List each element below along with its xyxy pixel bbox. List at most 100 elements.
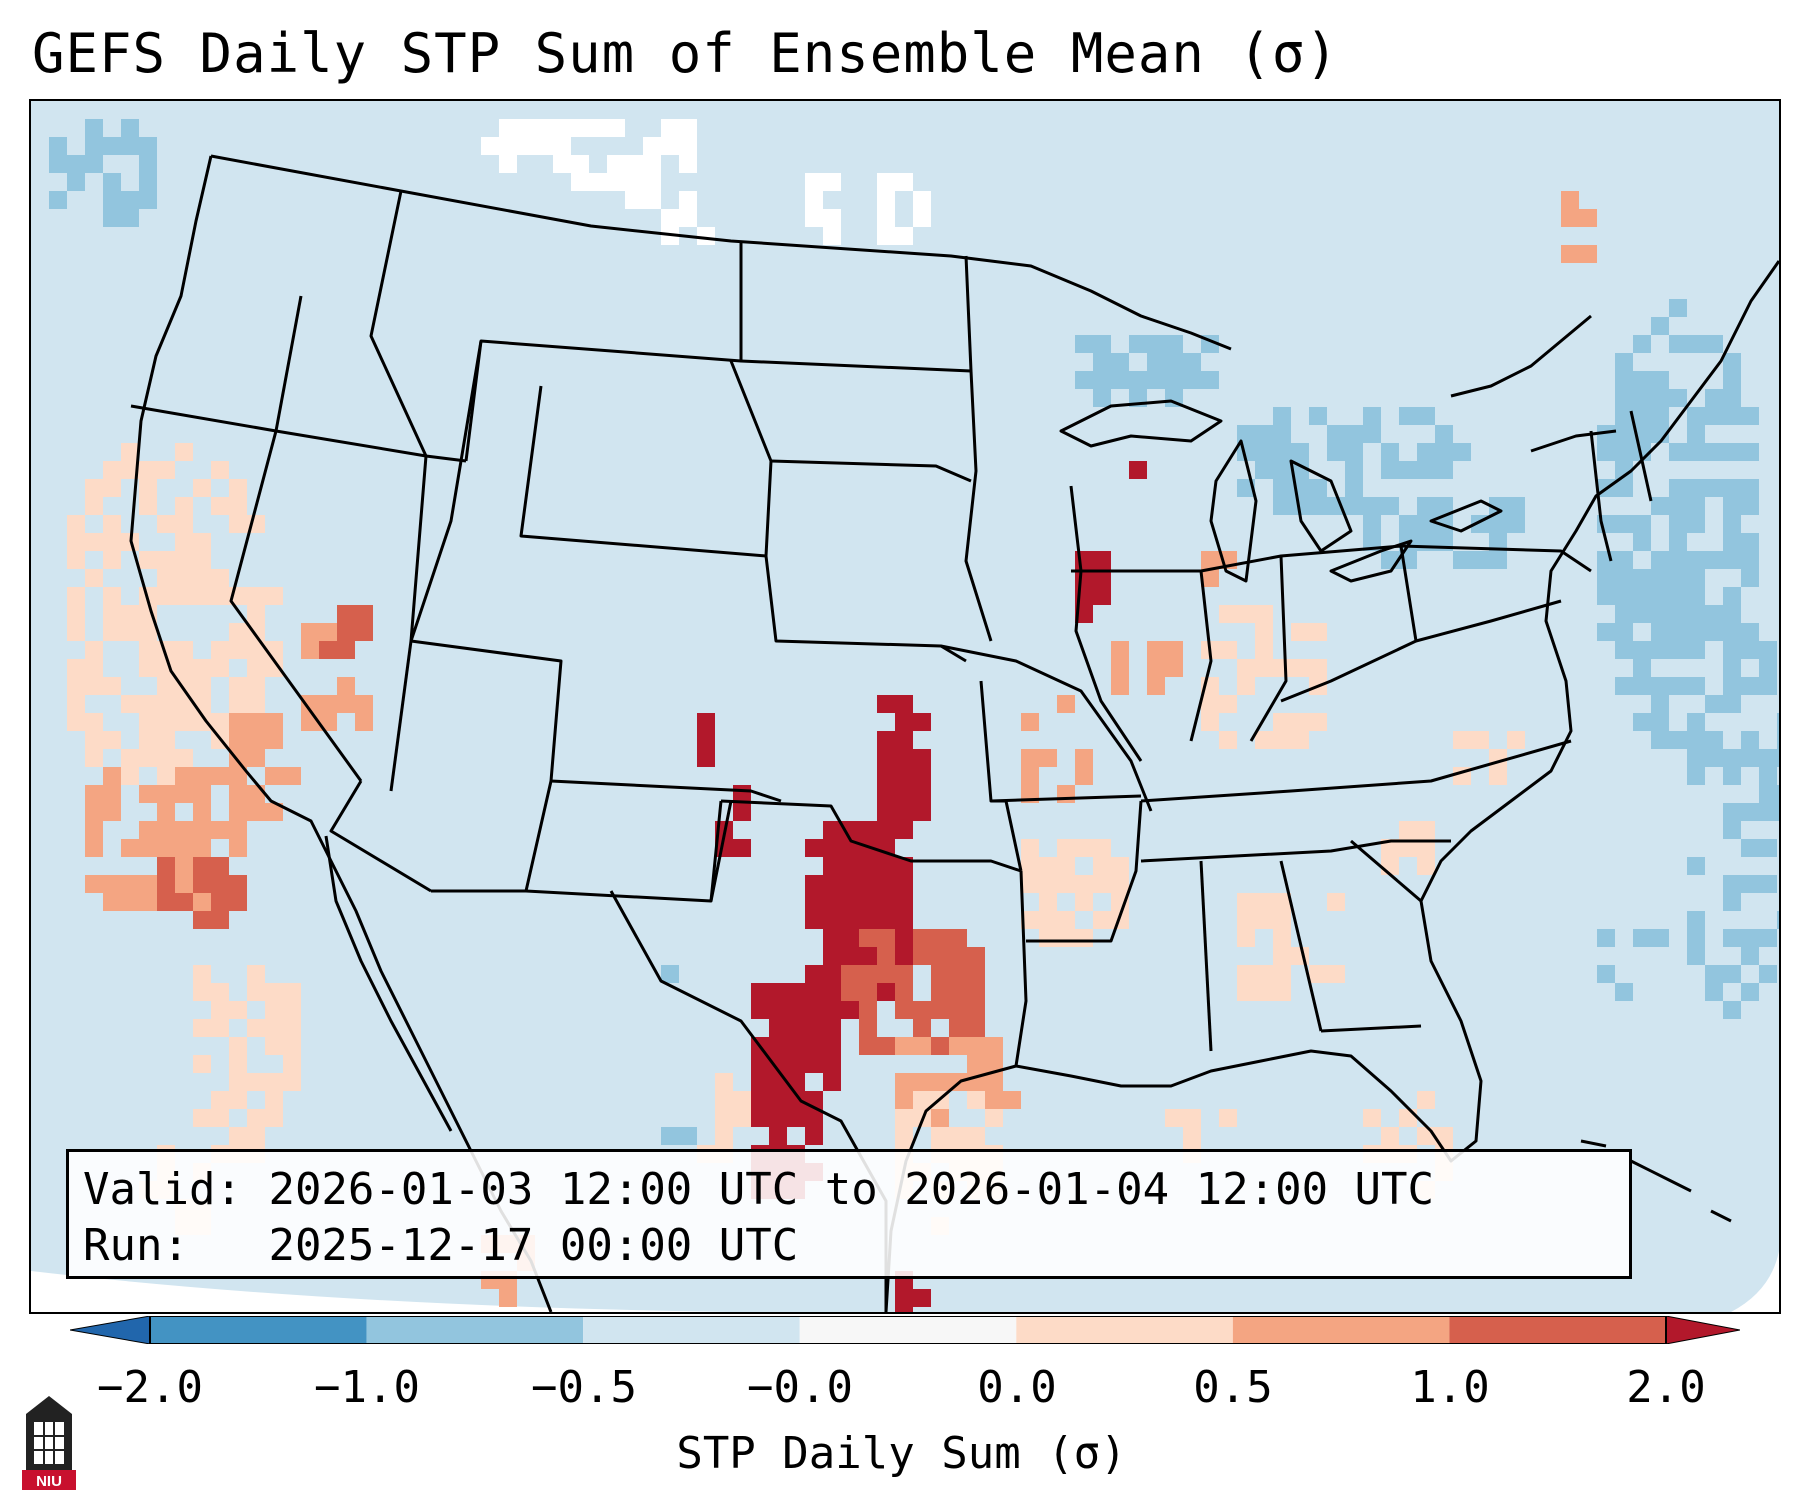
state-border (1589, 430, 1613, 562)
anomaly-cell (607, 173, 625, 191)
anomaly-cell (823, 1055, 841, 1073)
anomaly-cell (949, 1037, 967, 1055)
anomaly-cell (1615, 983, 1633, 1001)
anomaly-cell (1651, 587, 1669, 605)
state-border (1026, 800, 1143, 943)
anomaly-cell (1273, 713, 1291, 731)
colorbar-tick-label: −1.0 (314, 1362, 420, 1413)
anomaly-cell (877, 191, 895, 209)
colorbar-ticks: −2.0 −1.0 −0.5 −0.0 0.0 0.5 1.0 2.0 (0, 1362, 1803, 1422)
map-panel[interactable] (29, 99, 1781, 1314)
anomaly-cell (769, 1091, 787, 1109)
anomaly-cell (1687, 857, 1705, 875)
anomaly-cell (841, 821, 859, 839)
anomaly-cell (877, 965, 895, 983)
anomaly-cell (787, 1001, 805, 1019)
anomaly-cell (229, 713, 247, 731)
anomaly-cell (1723, 371, 1741, 389)
anomaly-cell (1291, 443, 1309, 461)
anomaly-cell (85, 155, 103, 173)
anomaly-cell (1651, 929, 1669, 947)
anomaly-cell (1417, 443, 1435, 461)
lake-erie (1329, 539, 1413, 583)
anomaly-cell (1147, 353, 1165, 371)
anomaly-cell (211, 497, 229, 515)
anomaly-cell (661, 119, 679, 137)
anomaly-cell (1561, 191, 1579, 209)
anomaly-cell (193, 839, 211, 857)
anomaly-cell (1687, 479, 1705, 497)
anomaly-cell (265, 587, 283, 605)
anomaly-cell (1075, 371, 1093, 389)
anomaly-cell (841, 857, 859, 875)
anomaly-cell (247, 587, 265, 605)
anomaly-cell (1111, 641, 1129, 659)
anomaly-cell (229, 1127, 247, 1145)
anomaly-cell (1471, 731, 1489, 749)
anomaly-cell (805, 191, 823, 209)
anomaly-cell (805, 1001, 823, 1019)
anomaly-cell (139, 821, 157, 839)
anomaly-cell (751, 1001, 769, 1019)
anomaly-cell (1255, 623, 1273, 641)
anomaly-cell (1273, 731, 1291, 749)
anomaly-cell (1777, 731, 1779, 749)
anomaly-cell (1309, 659, 1327, 677)
anomaly-cell (355, 695, 373, 713)
anomaly-cell (175, 839, 193, 857)
anomaly-cell (1723, 677, 1741, 695)
anomaly-cell (103, 173, 121, 191)
anomaly-cell (949, 1001, 967, 1019)
anomaly-cell (1687, 929, 1705, 947)
anomaly-cell (157, 767, 175, 785)
anomaly-cell (121, 839, 139, 857)
anomaly-cell (157, 515, 175, 533)
anomaly-cell (877, 767, 895, 785)
anomaly-cell (1057, 911, 1075, 929)
anomaly-cell (787, 1019, 805, 1037)
anomaly-cell (895, 875, 913, 893)
anomaly-cell (751, 1091, 769, 1109)
anomaly-cell (121, 605, 139, 623)
anomaly-cell (1723, 641, 1741, 659)
anomaly-cell (949, 947, 967, 965)
anomaly-cell (949, 965, 967, 983)
anomaly-cell (1165, 659, 1183, 677)
anomaly-cell (85, 497, 103, 515)
anomaly-cell (1057, 839, 1075, 857)
anomaly-cell (103, 587, 121, 605)
state-border (1530, 429, 1617, 453)
anomaly-cell (1417, 1127, 1435, 1145)
anomaly-cell (787, 1055, 805, 1073)
anomaly-cell (1237, 965, 1255, 983)
anomaly-cell (1759, 749, 1777, 767)
anomaly-cell (157, 785, 175, 803)
anomaly-cell (283, 983, 301, 1001)
anomaly-cell (85, 803, 103, 821)
anomaly-cell (67, 695, 85, 713)
anomaly-cell (229, 1055, 247, 1073)
anomaly-cell (1039, 875, 1057, 893)
anomaly-cell (1435, 443, 1453, 461)
anomaly-cell (1309, 497, 1327, 515)
anomaly-cell (895, 803, 913, 821)
anomaly-cell (1129, 371, 1147, 389)
anomaly-cell (841, 929, 859, 947)
anomaly-cell (967, 1001, 985, 1019)
anomaly-cell (697, 749, 715, 767)
anomaly-cell (229, 893, 247, 911)
anomaly-cell (1633, 371, 1651, 389)
anomaly-cell (805, 1109, 823, 1127)
anomaly-cell (247, 659, 265, 677)
anomaly-cell (823, 947, 841, 965)
anomaly-cell (805, 983, 823, 1001)
anomaly-cell (1093, 353, 1111, 371)
anomaly-cell (967, 1055, 985, 1073)
anomaly-cell (121, 461, 139, 479)
anomaly-cell (1201, 695, 1219, 713)
anomaly-cell (211, 983, 229, 1001)
anomaly-cell (481, 137, 499, 155)
anomaly-cell (175, 551, 193, 569)
anomaly-cell (607, 155, 625, 173)
anomaly-cell (1489, 551, 1507, 569)
